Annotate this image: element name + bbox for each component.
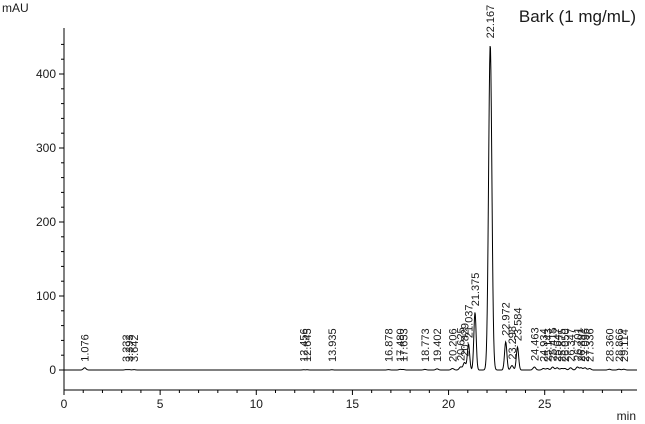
peak-label: 22.167 xyxy=(485,5,497,39)
x-tick-label: 5 xyxy=(157,397,164,411)
peak-label: 3.642 xyxy=(129,334,141,362)
peak-label: 1.076 xyxy=(80,334,92,362)
x-tick-label: 0 xyxy=(61,397,68,411)
peak-label: 17.480 xyxy=(395,328,407,362)
peak-label: 23.584 xyxy=(513,307,525,341)
x-axis-unit: min xyxy=(617,409,636,423)
peak-label: 3.393 xyxy=(124,334,136,362)
x-tick-label: 20 xyxy=(442,397,456,411)
x-axis-ticks: 0 5 10 15 20 25 xyxy=(61,390,623,411)
peak-label: 22.972 xyxy=(501,302,513,336)
peak-label: 16.878 xyxy=(384,328,396,362)
y-tick-label: 400 xyxy=(36,67,56,81)
peak-label: 21.375 xyxy=(470,273,482,307)
y-tick-label: 200 xyxy=(36,215,56,229)
peak-label: 3.232 xyxy=(121,334,133,362)
peak-label: 23.298 xyxy=(507,326,519,360)
peak-label: 25.875 xyxy=(557,328,569,362)
peak-label: 25.415 xyxy=(548,327,560,361)
peak-label: 21.037 xyxy=(464,304,476,338)
y-axis-ticks: 0 100 200 300 400 xyxy=(36,43,64,377)
peak-label: 24.463 xyxy=(529,327,541,361)
peak-label: 24.934 xyxy=(538,328,550,362)
peak-label: 19.402 xyxy=(432,328,444,362)
y-tick-label: 300 xyxy=(36,141,56,155)
y-axis-unit: mAU xyxy=(2,1,29,15)
peak-label: 26.050 xyxy=(560,328,572,362)
peak-label: 17.653 xyxy=(398,328,410,362)
y-tick-label: 0 xyxy=(49,363,56,377)
peak-label: 13.935 xyxy=(327,328,339,362)
peak-label: 26.891 xyxy=(576,328,588,362)
peak-label: 28.866 xyxy=(614,328,626,362)
peak-label: 20.625 xyxy=(456,327,468,361)
peak-label: 12.456 xyxy=(299,328,311,362)
x-tick-label: 10 xyxy=(250,397,264,411)
x-tick-label: 15 xyxy=(346,397,360,411)
peak-label: 18.773 xyxy=(420,328,432,362)
chromatogram-trace xyxy=(64,45,637,371)
peak-label: 25.647 xyxy=(552,328,564,362)
peak-label: 26.701 xyxy=(572,327,584,361)
peak-label: 20.829 xyxy=(460,323,472,357)
peak-label: 27.336 xyxy=(585,328,597,362)
peak-label: 28.360 xyxy=(604,328,616,362)
peak-label: 27.096 xyxy=(580,328,592,362)
peak-label: 12.645 xyxy=(302,328,314,362)
y-tick-label: 100 xyxy=(36,289,56,303)
peak-label: 29.114 xyxy=(619,329,631,362)
peak-label: 26.347 xyxy=(566,328,578,362)
x-tick-label: 25 xyxy=(538,397,552,411)
peak-label: 25.143 xyxy=(543,328,555,362)
peak-label: 20.206 xyxy=(448,328,460,362)
chart-title: Bark (1 mg/mL) xyxy=(519,7,636,26)
